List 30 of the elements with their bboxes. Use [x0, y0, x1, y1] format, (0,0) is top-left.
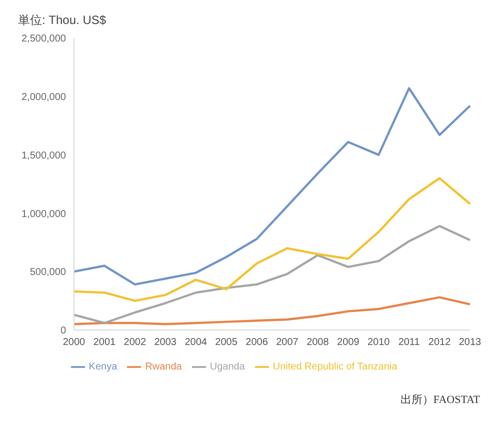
x-tick-label: 2007: [276, 337, 299, 348]
legend-label: Kenya: [88, 362, 118, 373]
y-tick-label: 2,000,000: [22, 92, 66, 103]
legend-label: Rwanda: [145, 362, 182, 373]
y-axis-title: 単位: Thou. US$: [18, 12, 106, 29]
x-tick-label: 2002: [124, 337, 146, 348]
y-tick-label: 1,500,000: [22, 150, 66, 162]
line-series: [72, 296, 472, 326]
legend-label: United Republic of Tanzania: [272, 362, 398, 373]
x-tick-label: 2004: [184, 337, 208, 348]
x-tick-label: 2013: [458, 337, 482, 348]
x-tick-label: 2005: [215, 337, 238, 348]
x-tick-label: 2003: [154, 337, 177, 348]
x-tick-label: 2009: [337, 337, 360, 348]
line-series: [72, 224, 472, 324]
x-tick-label: 2000: [62, 337, 86, 348]
y-tick-label: 500,000: [30, 267, 66, 278]
y-tick-label: 0: [60, 326, 66, 337]
x-tick-label: 2011: [398, 337, 420, 348]
x-tick-label: 2008: [306, 337, 330, 348]
x-tick-label: 2012: [428, 337, 452, 348]
text: 出所）FAOSTAT: [400, 393, 480, 407]
line-series: [72, 177, 472, 302]
x-tick-label: 2010: [367, 337, 390, 348]
x-tick-label: 2006: [246, 337, 268, 348]
y-tick-label: 1,000,000: [22, 208, 66, 220]
legend-label: Uganda: [210, 362, 245, 373]
x-tick-label: 2001: [93, 337, 116, 348]
y-tick-label: 2,500,000: [22, 34, 66, 45]
line-series: [72, 87, 472, 286]
